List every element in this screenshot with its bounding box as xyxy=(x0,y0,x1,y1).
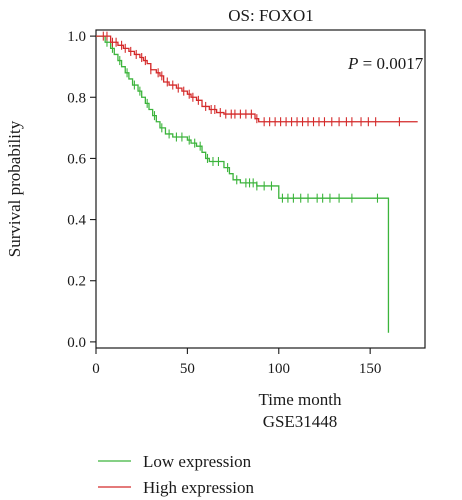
p-value-annotation: P = 0.0017 xyxy=(347,54,424,73)
x-tick-label: 0 xyxy=(92,361,100,377)
survival-curves xyxy=(96,31,418,333)
y-tick-label: 0.0 xyxy=(67,335,86,351)
legend-label-low: Low expression xyxy=(143,452,252,471)
p-value-text: = 0.0017 xyxy=(358,54,423,73)
plot-frame xyxy=(95,29,426,349)
x-axis: 0 50 100 150 xyxy=(92,348,381,377)
x-tick-label: 100 xyxy=(268,361,291,377)
y-axis-title: Survival probability xyxy=(5,120,24,257)
y-tick-label: 0.8 xyxy=(67,90,86,106)
y-tick-label: 0.2 xyxy=(67,274,86,290)
x-tick-label: 50 xyxy=(180,361,195,377)
y-tick-label: 0.6 xyxy=(67,151,86,167)
survival-curve-low xyxy=(96,35,390,333)
y-tick-label: 1.0 xyxy=(67,29,86,45)
x-tick-label: 150 xyxy=(359,361,382,377)
y-axis: 0.0 0.2 0.4 0.6 0.8 1.0 xyxy=(67,29,96,351)
survival-curve-high xyxy=(96,35,418,123)
legend: Low expression High expression xyxy=(98,452,254,497)
dataset-label: GSE31448 xyxy=(263,412,338,431)
y-tick-label: 0.4 xyxy=(67,213,86,229)
p-value-symbol: P xyxy=(347,54,358,73)
chart-title: OS: FOXO1 xyxy=(228,6,314,25)
legend-label-high: High expression xyxy=(143,478,254,497)
x-axis-title: Time month xyxy=(259,390,342,409)
